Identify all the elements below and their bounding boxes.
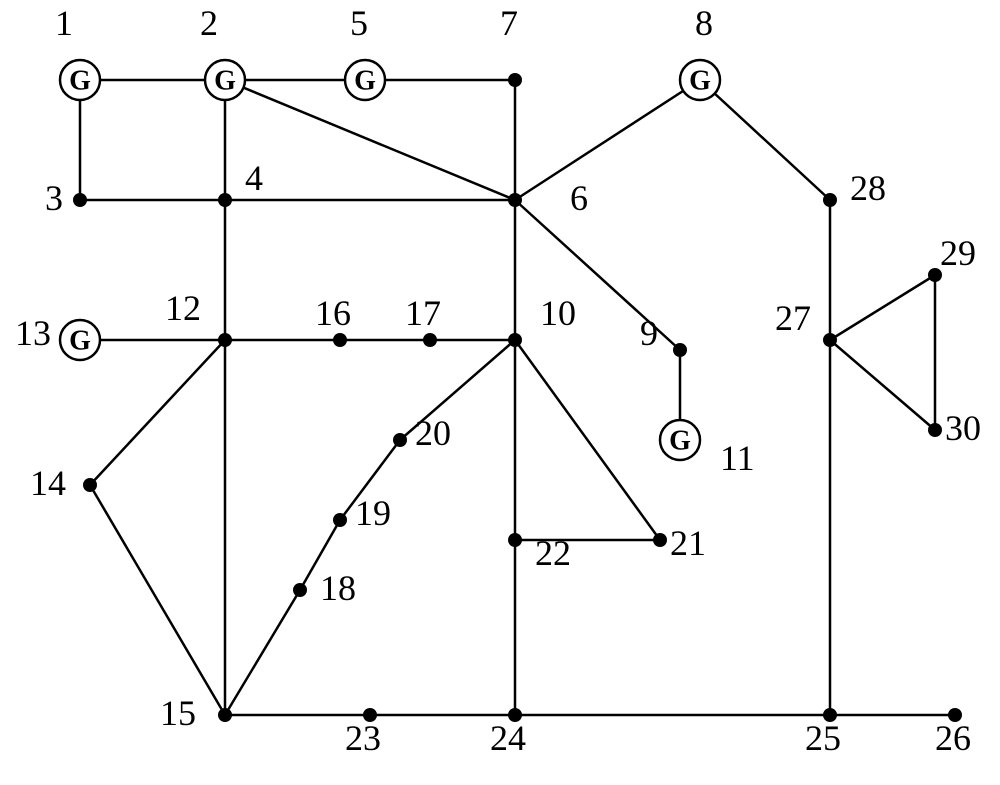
bus-node-12 <box>218 333 232 347</box>
generator-letter-13: G <box>69 326 91 357</box>
generator-letter-5: G <box>354 66 376 97</box>
node-label-22: 22 <box>535 533 571 573</box>
edge-27-29 <box>830 275 935 340</box>
node-label-26: 26 <box>935 718 971 758</box>
bus-node-9 <box>673 343 687 357</box>
node-label-25: 25 <box>805 718 841 758</box>
bus-node-10 <box>508 333 522 347</box>
bus-node-3 <box>73 193 87 207</box>
bus-node-19 <box>333 513 347 527</box>
node-label-5: 5 <box>350 3 368 43</box>
node-label-7: 7 <box>500 3 518 43</box>
labels-layer: 1257834628131216171092729301114201922211… <box>15 3 981 758</box>
node-label-18: 18 <box>320 568 356 608</box>
node-label-28: 28 <box>850 168 886 208</box>
bus-node-21 <box>653 533 667 547</box>
node-label-17: 17 <box>405 293 441 333</box>
node-label-15: 15 <box>160 693 196 733</box>
bus-node-14 <box>83 478 97 492</box>
edge-27-30 <box>830 340 935 430</box>
node-label-21: 21 <box>670 523 706 563</box>
bus-node-20 <box>393 433 407 447</box>
bus-node-30 <box>928 423 942 437</box>
bus-node-6 <box>508 193 522 207</box>
node-label-6: 6 <box>570 178 588 218</box>
node-label-9: 9 <box>640 313 658 353</box>
generator-letter-1: G <box>69 66 91 97</box>
bus-node-18 <box>293 583 307 597</box>
nodes-layer: G G G G G G <box>60 60 962 722</box>
node-label-8: 8 <box>695 3 713 43</box>
node-label-2: 2 <box>200 3 218 43</box>
generator-letter-8: G <box>689 66 711 97</box>
node-label-24: 24 <box>490 718 526 758</box>
node-label-14: 14 <box>30 463 66 503</box>
node-label-29: 29 <box>940 233 976 273</box>
edge-8-6 <box>515 80 700 200</box>
bus-node-27 <box>823 333 837 347</box>
node-label-19: 19 <box>355 493 391 533</box>
node-label-3: 3 <box>45 178 63 218</box>
node-label-23: 23 <box>345 718 381 758</box>
node-label-27: 27 <box>775 298 811 338</box>
bus-node-7 <box>508 73 522 87</box>
node-label-13: 13 <box>15 313 51 353</box>
node-label-12: 12 <box>165 288 201 328</box>
node-label-10: 10 <box>540 293 576 333</box>
network-diagram: GGGGGG 125783462813121617109272930111420… <box>0 0 1000 785</box>
edge-12-14 <box>90 340 225 485</box>
generator-letter-2: G <box>214 66 236 97</box>
node-label-1: 1 <box>55 3 73 43</box>
bus-node-22 <box>508 533 522 547</box>
bus-node-28 <box>823 193 837 207</box>
node-label-16: 16 <box>315 293 351 333</box>
node-label-4: 4 <box>245 158 263 198</box>
edge-10-21 <box>515 340 660 540</box>
bus-node-15 <box>218 708 232 722</box>
bus-node-17 <box>423 333 437 347</box>
bus-node-16 <box>333 333 347 347</box>
node-label-20: 20 <box>415 413 451 453</box>
edge-14-15 <box>90 485 225 715</box>
edges-layer <box>80 80 955 715</box>
edge-18-15 <box>225 590 300 715</box>
edge-8-28 <box>700 80 830 200</box>
bus-node-4 <box>218 193 232 207</box>
node-label-11: 11 <box>720 438 755 478</box>
generator-letter-11: G <box>669 426 691 457</box>
node-label-30: 30 <box>945 408 981 448</box>
